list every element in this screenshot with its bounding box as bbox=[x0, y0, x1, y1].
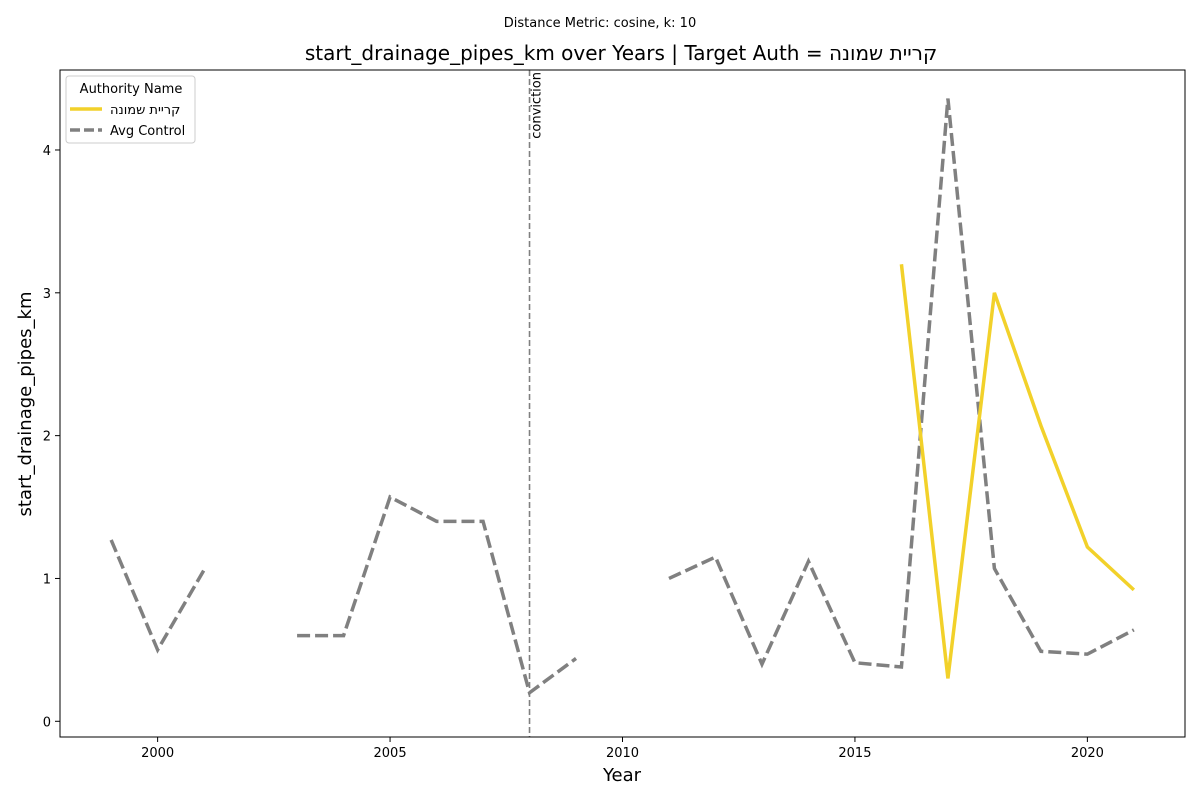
x-tick-label: 2020 bbox=[1071, 746, 1104, 761]
chart-suptitle: Distance Metric: cosine, k: 10 bbox=[504, 16, 696, 31]
legend: Authority Name קריית שמונה Avg Control bbox=[66, 76, 195, 143]
legend-title: Authority Name bbox=[80, 82, 183, 97]
control-series-line bbox=[297, 497, 576, 693]
y-axis-label: start_drainage_pipes_km bbox=[15, 292, 36, 517]
x-tick-label: 2015 bbox=[838, 746, 871, 761]
x-tick-label: 2005 bbox=[374, 746, 407, 761]
y-tick-label: 4 bbox=[43, 144, 51, 159]
plot-frame bbox=[60, 70, 1185, 737]
y-tick-label: 3 bbox=[43, 287, 51, 302]
y-tick-label: 1 bbox=[43, 572, 51, 587]
conviction-label: conviction bbox=[530, 72, 545, 139]
control-series-line bbox=[111, 540, 204, 650]
legend-label-target: קריית שמונה bbox=[110, 103, 180, 118]
x-tick-label: 2000 bbox=[141, 746, 174, 761]
y-tick-label: 2 bbox=[43, 430, 51, 445]
control-series-line bbox=[669, 99, 1134, 667]
y-tick-label: 0 bbox=[43, 715, 51, 730]
plot-content: conviction bbox=[111, 70, 1134, 737]
axis-ticks: 2000 2005 2010 2015 2020 0 1 2 3 4 bbox=[43, 144, 1104, 761]
target-series-line bbox=[901, 264, 1133, 678]
x-tick-label: 2010 bbox=[606, 746, 639, 761]
legend-label-control: Avg Control bbox=[110, 124, 185, 139]
chart-title: start_drainage_pipes_km over Years | Tar… bbox=[305, 41, 937, 65]
x-axis-label: Year bbox=[602, 765, 642, 786]
